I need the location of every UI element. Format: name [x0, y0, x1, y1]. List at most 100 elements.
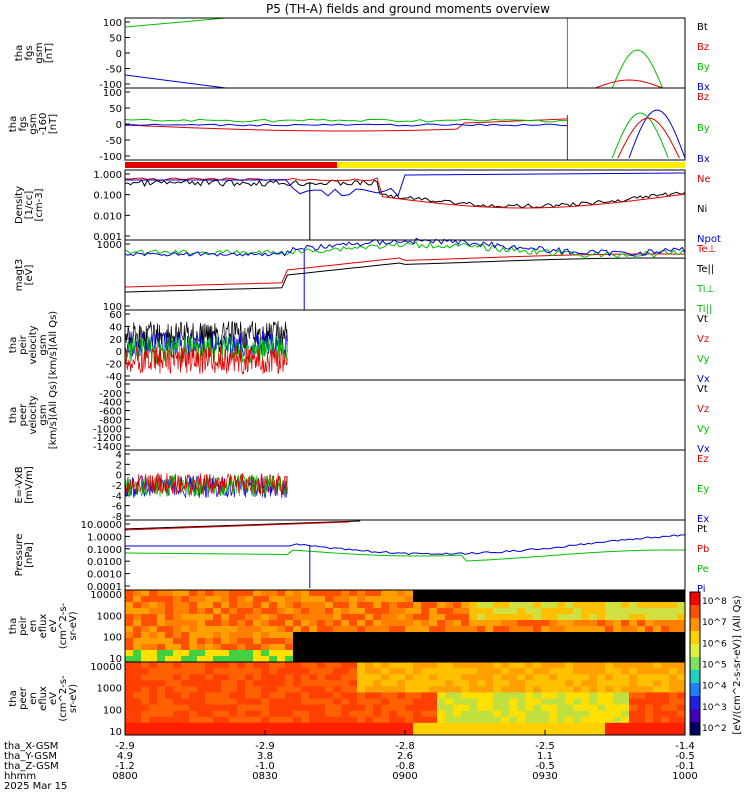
spectrogram-cell [613, 668, 622, 675]
spectrogram-cell [501, 644, 510, 651]
spectrogram-cell [629, 590, 638, 597]
spectrogram-cell [245, 710, 254, 718]
spectrogram-cell [125, 650, 134, 657]
spectrogram-cell [245, 632, 254, 639]
spectrogram-cell [373, 602, 382, 609]
spectrogram-cell [621, 638, 630, 645]
spectrogram-cell [469, 590, 478, 597]
spectrogram-cell [469, 674, 478, 681]
spectrogram-cell [253, 680, 262, 687]
spectrogram-cell [213, 674, 222, 681]
spectrogram-cell [285, 614, 294, 621]
spectrogram-cell [517, 620, 526, 627]
spectrogram-cell [261, 668, 270, 675]
spectrogram-cell [205, 644, 214, 651]
spectrogram-cell [653, 704, 662, 712]
spectrogram-cell [205, 710, 214, 718]
spectrogram-cell [429, 716, 438, 724]
spectrogram-cell [325, 680, 334, 687]
colorbar-label: 10^6 [702, 639, 727, 649]
spectrogram-cell [269, 716, 278, 724]
spectrogram-cell [373, 650, 382, 657]
ytick-label: 60 [109, 310, 122, 321]
colorbar-label: 10^8 [702, 597, 727, 607]
spectrogram-cell [253, 674, 262, 681]
spectrogram-cell [205, 668, 214, 675]
spectrogram-cell [317, 638, 326, 645]
spectrogram-cell [317, 608, 326, 615]
spectrogram-cell [501, 590, 510, 597]
spectrogram-cell [301, 620, 310, 627]
spectrogram-cell [325, 608, 334, 615]
spectrogram-cell [661, 608, 670, 615]
panel-ve-ylabel: thapeervelocitygsm[km/s](All Qs) [8, 381, 59, 449]
spectrogram-cell [229, 662, 238, 669]
spectrogram-cell [333, 656, 342, 663]
spectrogram-cell [613, 608, 622, 615]
spectrogram-cell [213, 662, 222, 669]
spectrogram-cell [325, 662, 334, 669]
spectrogram-cell [133, 674, 142, 681]
spectrogram-cell [229, 632, 238, 639]
spectrogram-cell [125, 602, 134, 609]
spectrogram-cell [397, 644, 406, 651]
spectrogram-cell [445, 632, 454, 639]
spectrogram-cell [301, 626, 310, 633]
spectrogram-cell [509, 722, 518, 730]
spectrogram-cell [405, 662, 414, 669]
spectrogram-cell [245, 704, 254, 712]
spectrogram-cell [493, 626, 502, 633]
spectrogram-cell [437, 620, 446, 627]
spectrogram-cell [421, 608, 430, 615]
ylabel-line: gsm [38, 334, 49, 355]
spectrogram-cell [413, 716, 422, 724]
spectrogram-cell [517, 686, 526, 693]
spectrogram-cell [253, 710, 262, 718]
spectrogram-cell [549, 638, 558, 645]
spectrogram-cell [645, 650, 654, 657]
spectrogram-cell [269, 686, 278, 693]
spectrogram-cell [221, 716, 230, 724]
spectrogram-cell [645, 620, 654, 627]
spectrogram-cell [661, 650, 670, 657]
spectrogram-cell [557, 698, 566, 706]
ytick-label: 0 [116, 120, 122, 131]
spectrogram-cell [341, 644, 350, 651]
legend-By: By [697, 123, 710, 134]
spectrogram-cell [261, 596, 270, 603]
spectrogram-cell [413, 644, 422, 651]
spectrogram-cell [573, 644, 582, 651]
spectrogram-cell [221, 614, 230, 621]
spectrogram-cell [205, 722, 214, 730]
spectrogram-cell [301, 644, 310, 651]
spectrogram-cell [365, 620, 374, 627]
spectrogram-cell [341, 602, 350, 609]
spectrogram-cell [229, 674, 238, 681]
spectrogram-cell [597, 686, 606, 693]
colorbar-segment [690, 709, 700, 723]
spectrogram-cell [421, 644, 430, 651]
spectrogram-cell [461, 698, 470, 706]
spectrogram-cell [485, 650, 494, 657]
spectrogram-cell [549, 632, 558, 639]
spectrogram-cell [397, 686, 406, 693]
colorbar-label: 10^2 [702, 724, 727, 734]
spectrogram-cell [245, 638, 254, 645]
legend-Ne: Ne [697, 174, 711, 185]
spectrogram-cell [205, 728, 214, 736]
spectrogram-cell [277, 638, 286, 645]
spectrogram-cell [501, 692, 510, 699]
spectrogram-cell [237, 632, 246, 639]
spectrogram-cell [533, 608, 542, 615]
spectrogram-cell [309, 668, 318, 675]
spectrogram-cell [589, 698, 598, 706]
spectrogram-cell [325, 716, 334, 724]
spectrogram-cell [141, 602, 150, 609]
legend-Bx: Bx [697, 82, 710, 93]
spectrogram-cell [333, 590, 342, 597]
spectrogram-cell [357, 716, 366, 724]
spectrogram-cell [557, 662, 566, 669]
spectrogram-cell [421, 632, 430, 639]
spectrogram-cell [669, 710, 678, 718]
spectrogram-cell [453, 632, 462, 639]
